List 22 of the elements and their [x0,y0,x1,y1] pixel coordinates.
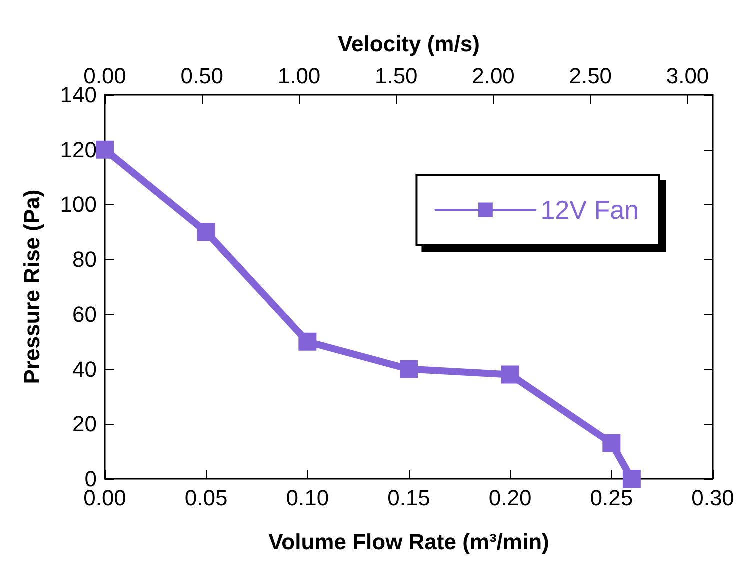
x-tick-label: 0.30 [692,486,734,510]
x-tick-label: 0.20 [488,486,532,510]
x-tick-label: 0.05 [184,486,228,510]
y-tick-label: 60 [72,302,97,327]
x-axis-title: Volume Flow Rate (m³/min) [268,530,550,554]
y-tick-label: 20 [72,412,97,437]
x-tick-label: 0.25 [590,486,634,510]
x2-tick-label: 2.50 [569,64,612,88]
legend-label: 12V Fan [540,195,640,225]
y-tick-label: 80 [72,247,97,272]
y-tick-label: 120 [60,137,97,162]
y-axis-title: Pressure Rise (Pa) [20,190,44,384]
y-tick-label: 40 [72,356,97,382]
x2-tick-label: 3.00 [666,64,710,88]
x-tick-label: 0.10 [286,486,330,510]
x2-tick-label: 0.50 [180,64,224,88]
x-tick-label: 0.15 [388,486,430,510]
x2-tick-label: 1.50 [374,64,418,88]
y-tick-label: 100 [60,192,97,218]
x2-axis-title: Velocity (m/s) [338,32,480,56]
x2-tick-label: 1.00 [278,64,321,88]
x2-tick-label: 2.00 [472,64,515,88]
